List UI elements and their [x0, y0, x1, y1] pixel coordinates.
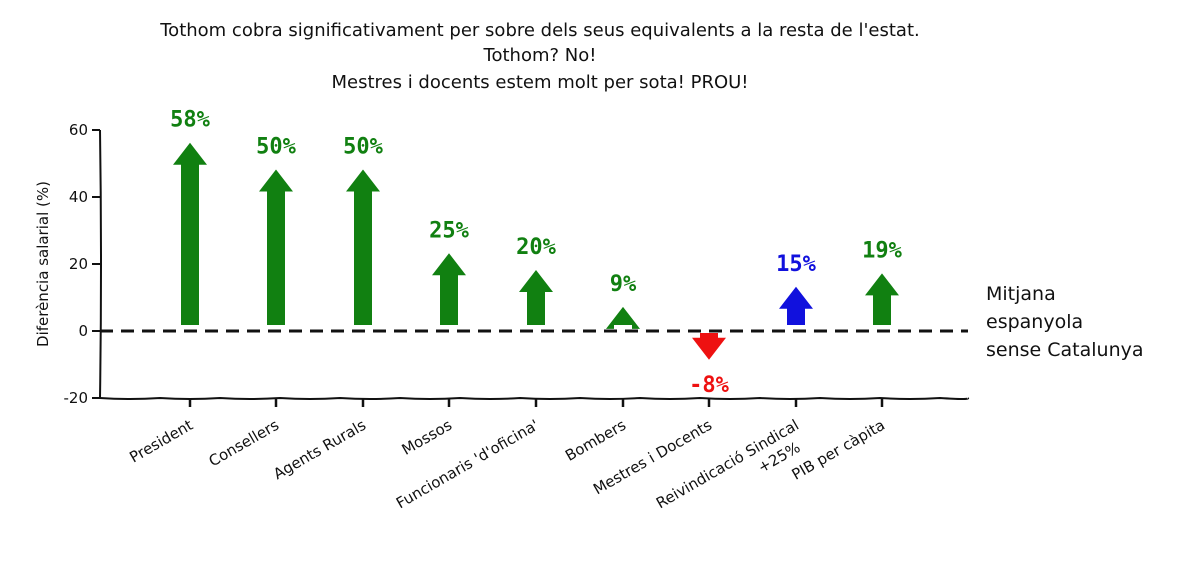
arrow-mark [606, 306, 640, 329]
arrow-mark [865, 273, 899, 325]
x-tick-label: Funcionaris 'd'oficina' [393, 416, 542, 512]
data-label: 25% [429, 218, 469, 243]
arrow-mark [432, 253, 466, 325]
arrow-mark [346, 169, 380, 325]
arrow-mark [779, 286, 813, 325]
title-line: Tothom cobra significativament per sobre… [159, 20, 919, 41]
data-label: 58% [170, 108, 210, 133]
y-tick-label: 60 [69, 121, 88, 139]
y-tick-label: 0 [78, 322, 88, 340]
arrow-mark [519, 270, 553, 325]
title-line: Tothom? No! [483, 45, 597, 66]
y-axis-line [99, 129, 102, 399]
data-label: 50% [256, 135, 296, 160]
data-label: 15% [776, 252, 816, 277]
title-line: Mestres i docents estem molt per sota! P… [331, 72, 748, 93]
x-axis-line [99, 396, 970, 400]
arrow-mark [259, 169, 293, 325]
chart-labels: 58% 50% 50% 25% 20% 9% -8% 15% 19% [170, 108, 902, 398]
x-tick-label: PIB per càpita [789, 416, 888, 484]
arrow-mark [173, 142, 207, 325]
x-tick-label: Consellers [206, 416, 282, 471]
chart-title: Tothom cobra significativament per sobre… [159, 20, 919, 93]
data-label: -8% [689, 373, 729, 398]
data-label: 50% [343, 135, 383, 160]
x-tick-label: President [126, 416, 196, 467]
x-tick-label: Mossos [399, 416, 456, 459]
y-axis-label: Diferència salarial (%) [34, 181, 52, 347]
data-label: 9% [610, 272, 637, 297]
x-tick-label: Agents Rurals [270, 416, 369, 483]
reference-line-label: Mitjana espanyola sense Catalunya [986, 283, 1144, 361]
reference-line: Mitjana espanyola sense Catalunya [100, 283, 1144, 361]
chart-axes: 60 40 20 0 -20 Diferència salarial (%) Preside… [34, 121, 970, 512]
y-tick-label: -20 [64, 389, 89, 407]
chart-marks [173, 142, 899, 360]
y-tick-label: 40 [69, 188, 88, 206]
data-label: 20% [516, 235, 556, 260]
arrow-mark [692, 333, 726, 360]
data-label: 19% [862, 238, 902, 263]
y-tick-label: 20 [69, 255, 88, 273]
x-tick-label: Bombers [562, 416, 629, 465]
